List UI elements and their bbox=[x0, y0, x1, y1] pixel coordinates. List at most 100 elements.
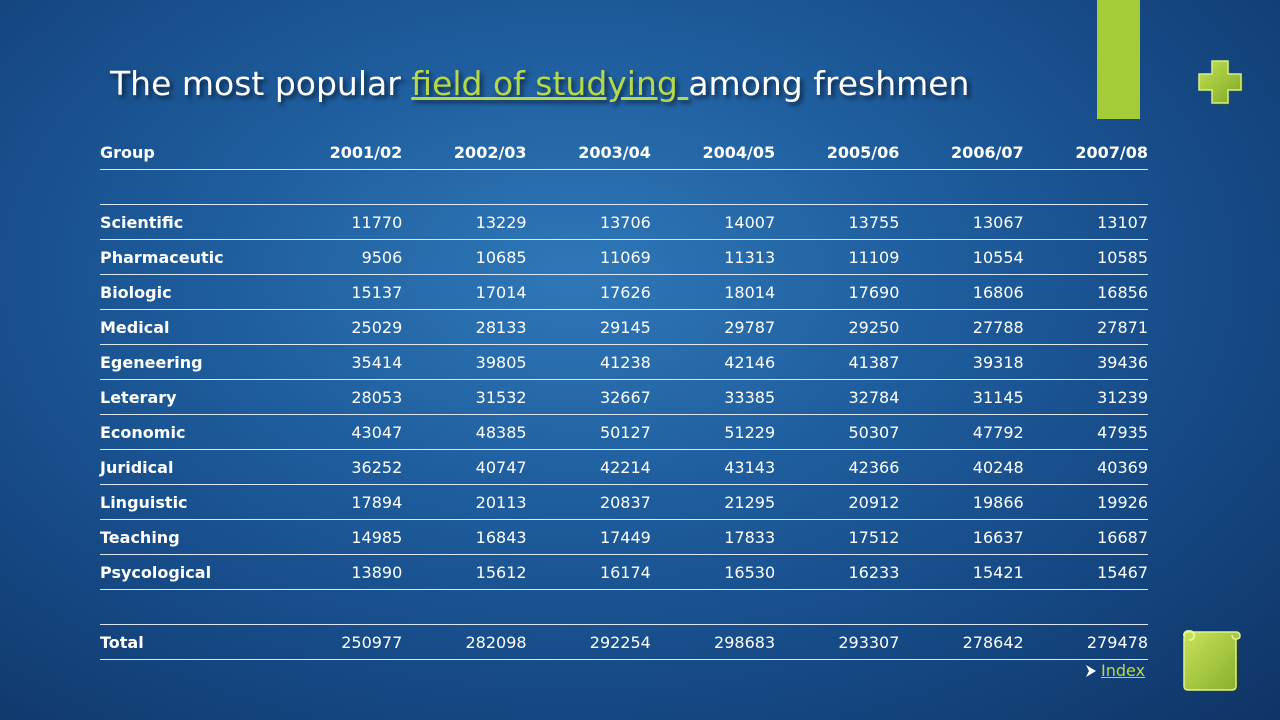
value-cell: 27788 bbox=[899, 309, 1024, 345]
value-cell: 16637 bbox=[899, 519, 1024, 555]
spacer-row bbox=[100, 589, 1148, 625]
value-cell: 13890 bbox=[278, 554, 403, 590]
group-cell: Psycological bbox=[100, 554, 278, 590]
value-cell: 15467 bbox=[1023, 554, 1148, 590]
value-cell: 31239 bbox=[1023, 379, 1148, 415]
group-cell: Egeneering bbox=[100, 344, 278, 380]
value-cell: 47935 bbox=[1023, 414, 1148, 450]
value-cell: 17894 bbox=[278, 484, 403, 520]
header-year: 2004/05 bbox=[650, 135, 776, 170]
value-cell: 39436 bbox=[1023, 344, 1148, 380]
accent-bar bbox=[1097, 0, 1140, 119]
value-cell: 32667 bbox=[526, 379, 651, 415]
value-cell: 19866 bbox=[899, 484, 1024, 520]
value-cell: 9506 bbox=[278, 239, 403, 275]
table-row: Teaching 14985 16843 17449 17833 17512 1… bbox=[100, 519, 1148, 555]
value-cell: 13229 bbox=[402, 204, 527, 240]
index-link[interactable]: Index bbox=[1101, 661, 1146, 680]
value-cell: 15612 bbox=[402, 554, 527, 590]
table-row: Scientific 11770 13229 13706 14007 13755… bbox=[100, 204, 1148, 240]
value-cell: 16530 bbox=[650, 554, 776, 590]
value-cell: 17626 bbox=[526, 274, 651, 310]
value-cell: 17512 bbox=[775, 519, 900, 555]
total-cell: 298683 bbox=[650, 624, 776, 660]
group-cell: Teaching bbox=[100, 519, 278, 555]
value-cell: 42214 bbox=[526, 449, 651, 485]
value-cell: 10585 bbox=[1023, 239, 1148, 275]
title-prefix: The most popular bbox=[110, 64, 412, 103]
total-row: Total 250977 282098 292254 298683 293307… bbox=[100, 624, 1148, 660]
total-cell: 292254 bbox=[526, 624, 651, 660]
total-cell: 282098 bbox=[402, 624, 527, 660]
group-cell: Scientific bbox=[100, 204, 278, 240]
value-cell: 28053 bbox=[278, 379, 403, 415]
table-row: Leterary 28053 31532 32667 33385 32784 3… bbox=[100, 379, 1148, 415]
title-suffix: among freshmen bbox=[688, 64, 970, 103]
value-cell: 39318 bbox=[899, 344, 1024, 380]
value-cell: 29787 bbox=[650, 309, 776, 345]
total-cell: 278642 bbox=[899, 624, 1024, 660]
group-cell: Juridical bbox=[100, 449, 278, 485]
value-cell: 16806 bbox=[899, 274, 1024, 310]
value-cell: 29250 bbox=[775, 309, 900, 345]
value-cell: 14007 bbox=[650, 204, 776, 240]
value-cell: 13107 bbox=[1023, 204, 1148, 240]
group-cell: Linguistic bbox=[100, 484, 278, 520]
table-row: Psycological 13890 15612 16174 16530 162… bbox=[100, 554, 1148, 590]
value-cell: 35414 bbox=[278, 344, 403, 380]
value-cell: 21295 bbox=[650, 484, 776, 520]
arrow-bullet-icon bbox=[1086, 665, 1096, 677]
value-cell: 25029 bbox=[278, 309, 403, 345]
value-cell: 36252 bbox=[278, 449, 403, 485]
header-year: 2002/03 bbox=[402, 135, 527, 170]
value-cell: 43047 bbox=[278, 414, 403, 450]
value-cell: 19926 bbox=[1023, 484, 1148, 520]
value-cell: 11069 bbox=[526, 239, 651, 275]
value-cell: 51229 bbox=[650, 414, 776, 450]
value-cell: 11770 bbox=[278, 204, 403, 240]
table-row: Biologic 15137 17014 17626 18014 17690 1… bbox=[100, 274, 1148, 310]
spacer-cell bbox=[100, 169, 1148, 205]
value-cell: 17014 bbox=[402, 274, 527, 310]
slide-title: The most popular field of studying among… bbox=[110, 62, 1100, 106]
total-cell: 293307 bbox=[775, 624, 900, 660]
value-cell: 20837 bbox=[526, 484, 651, 520]
value-cell: 41238 bbox=[526, 344, 651, 380]
value-cell: 31145 bbox=[899, 379, 1024, 415]
value-cell: 31532 bbox=[402, 379, 527, 415]
value-cell: 40369 bbox=[1023, 449, 1148, 485]
total-label: Total bbox=[100, 624, 278, 660]
data-table: Group 2001/02 2002/03 2003/04 2004/05 20… bbox=[100, 135, 1148, 660]
value-cell: 16856 bbox=[1023, 274, 1148, 310]
value-cell: 16174 bbox=[526, 554, 651, 590]
group-cell: Economic bbox=[100, 414, 278, 450]
spacer-cell bbox=[100, 589, 1148, 625]
value-cell: 47792 bbox=[899, 414, 1024, 450]
table-row: Egeneering 35414 39805 41238 42146 41387… bbox=[100, 344, 1148, 380]
header-year: 2003/04 bbox=[526, 135, 651, 170]
table-row: Pharmaceutic 9506 10685 11069 11313 1110… bbox=[100, 239, 1148, 275]
spacer-row bbox=[100, 169, 1148, 205]
value-cell: 17690 bbox=[775, 274, 900, 310]
value-cell: 32784 bbox=[775, 379, 900, 415]
table-row: Economic 43047 48385 50127 51229 50307 4… bbox=[100, 414, 1148, 450]
value-cell: 11313 bbox=[650, 239, 776, 275]
scroll-icon[interactable] bbox=[1176, 624, 1246, 694]
value-cell: 43143 bbox=[650, 449, 776, 485]
title-link[interactable]: field of studying bbox=[411, 64, 689, 103]
value-cell: 18014 bbox=[650, 274, 776, 310]
value-cell: 27871 bbox=[1023, 309, 1148, 345]
value-cell: 16843 bbox=[402, 519, 527, 555]
value-cell: 42366 bbox=[775, 449, 900, 485]
value-cell: 40747 bbox=[402, 449, 527, 485]
value-cell: 33385 bbox=[650, 379, 776, 415]
header-year: 2005/06 bbox=[775, 135, 900, 170]
value-cell: 28133 bbox=[402, 309, 527, 345]
header-year: 2007/08 bbox=[1023, 135, 1148, 170]
group-cell: Leterary bbox=[100, 379, 278, 415]
table-row: Juridical 36252 40747 42214 43143 42366 … bbox=[100, 449, 1148, 485]
value-cell: 40248 bbox=[899, 449, 1024, 485]
value-cell: 17449 bbox=[526, 519, 651, 555]
value-cell: 15137 bbox=[278, 274, 403, 310]
value-cell: 16687 bbox=[1023, 519, 1148, 555]
